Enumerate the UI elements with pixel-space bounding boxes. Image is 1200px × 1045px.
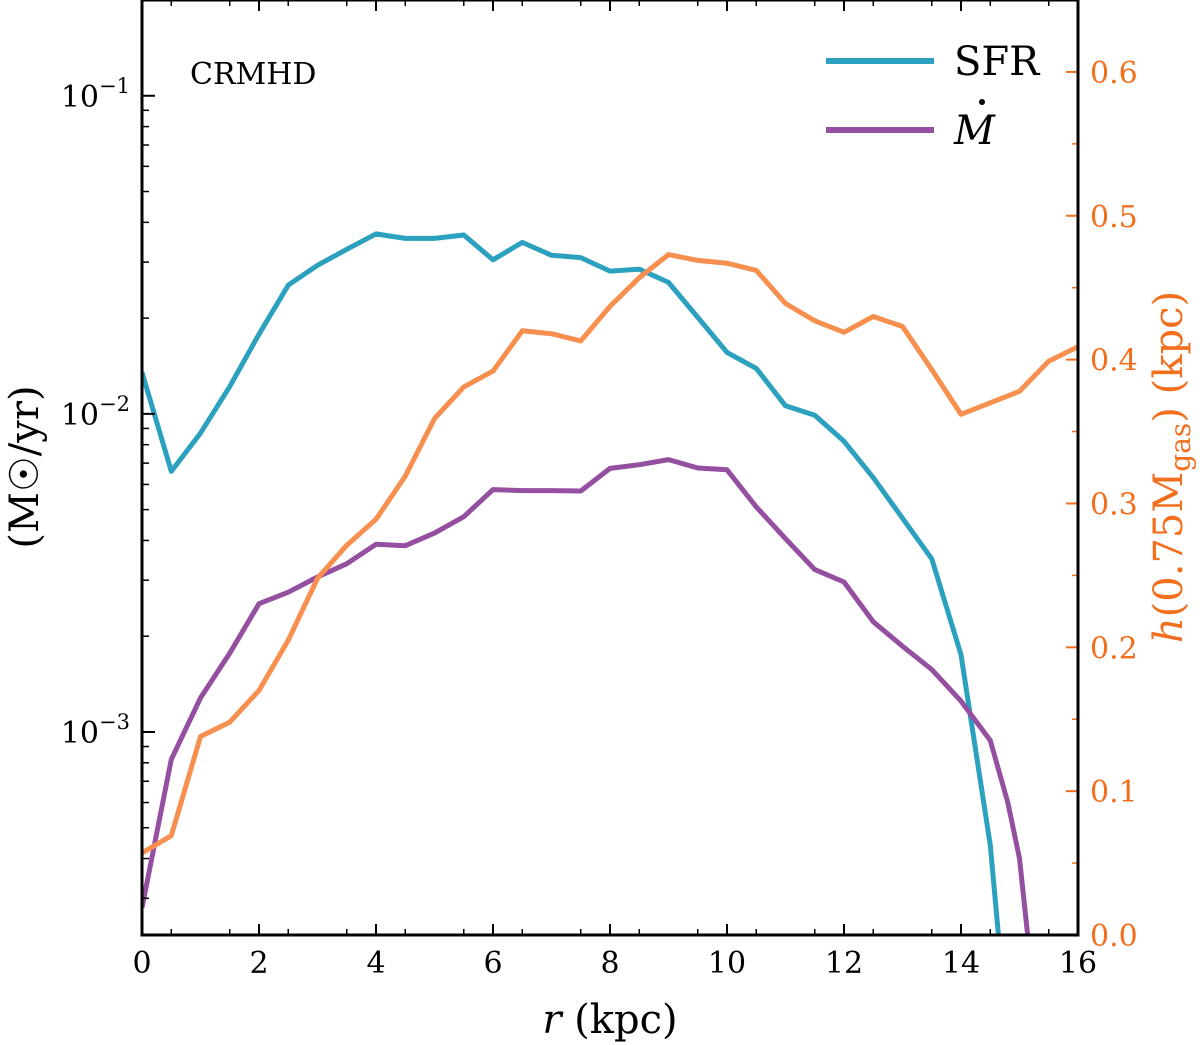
y-left-tick-label: 10−1 xyxy=(61,74,130,115)
labels-layer: 0 2 4 6 8 10 12 14 16 10−3 10−2 10−1 0.0 0.1 0.2 0.3 0.4… xyxy=(2,56,1197,1043)
series-line-mdot xyxy=(142,457,1031,935)
x-tick-label: 12 xyxy=(825,946,863,981)
mdot-dot-accent xyxy=(979,99,985,105)
x-tick-label: 2 xyxy=(249,946,268,981)
y-right-tick-label: 0.0 xyxy=(1090,919,1138,954)
x-tick-label: 0 xyxy=(132,946,151,981)
y-right-tick-label: 0.4 xyxy=(1090,344,1138,379)
series-line-sfr xyxy=(142,231,1001,935)
y-left-tick-label: 10−3 xyxy=(61,710,130,751)
y-right-axis-label: h(0.75Mgas) (kpc) xyxy=(1146,291,1197,643)
y-left-axis-label: (M☉/yr) xyxy=(2,385,48,548)
x-tick-label: 10 xyxy=(708,946,746,981)
x-tick-label: 4 xyxy=(366,946,385,981)
legend-label-sfr: SFR xyxy=(954,39,1041,85)
x-axis-label: r (kpc) xyxy=(542,997,677,1043)
y-right-tick-label: 0.6 xyxy=(1090,56,1138,91)
series-layer xyxy=(142,231,1078,935)
series-line-height xyxy=(142,252,1078,856)
x-tick-label: 8 xyxy=(600,946,619,981)
y-right-tick-label: 0.2 xyxy=(1090,631,1138,666)
y-left-tick-label: 10−2 xyxy=(61,392,130,433)
x-tick-label: 16 xyxy=(1059,946,1097,981)
legend: SFR M xyxy=(826,39,1041,154)
y-right-tick-label: 0.3 xyxy=(1090,487,1138,522)
y-right-tick-label: 0.5 xyxy=(1090,200,1138,235)
y-right-tick-label: 0.1 xyxy=(1090,775,1138,810)
x-tick-label: 6 xyxy=(483,946,502,981)
x-tick-label: 14 xyxy=(942,946,980,981)
annotation-crmhd: CRMHD xyxy=(190,57,316,92)
legend-label-mdot: M xyxy=(953,108,996,154)
plot-frame xyxy=(140,0,1080,937)
